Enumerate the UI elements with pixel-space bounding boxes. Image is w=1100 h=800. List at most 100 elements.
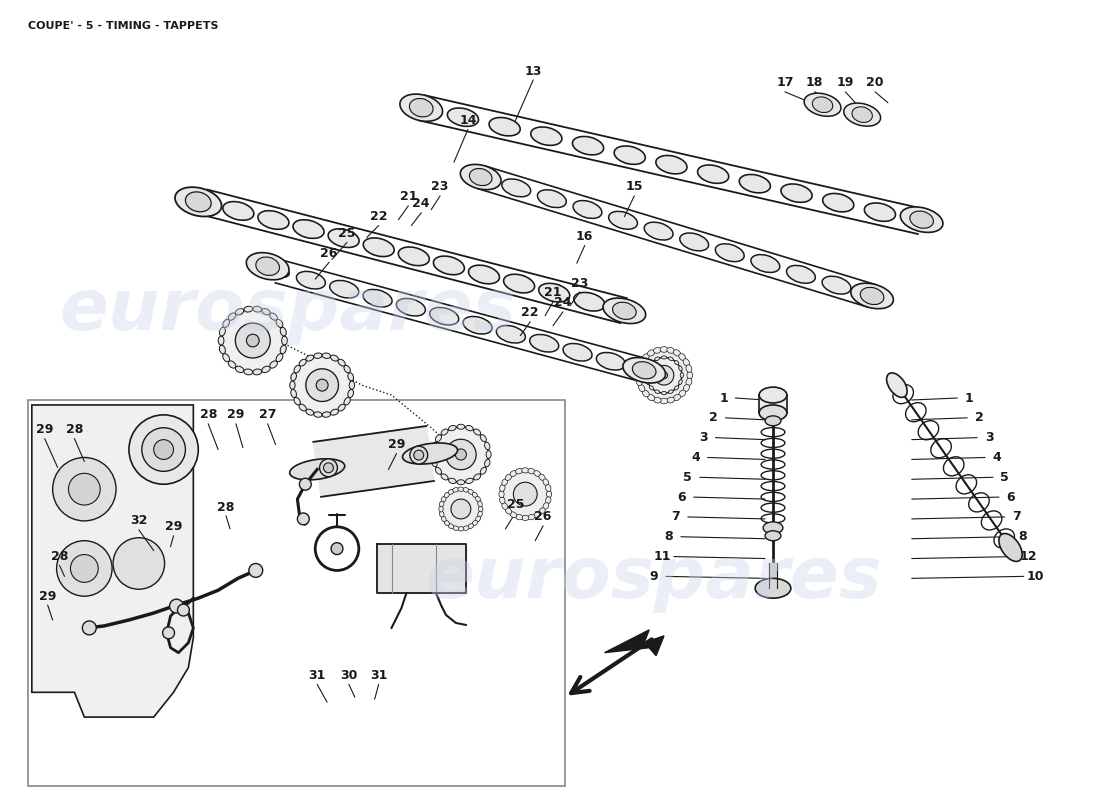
Text: 6: 6 <box>1006 490 1015 504</box>
Ellipse shape <box>463 488 469 492</box>
Circle shape <box>177 604 189 616</box>
Ellipse shape <box>543 479 549 486</box>
Ellipse shape <box>499 490 504 498</box>
Ellipse shape <box>667 347 674 354</box>
Ellipse shape <box>349 381 354 390</box>
Ellipse shape <box>669 357 673 361</box>
Ellipse shape <box>458 487 464 491</box>
Ellipse shape <box>469 265 499 284</box>
Ellipse shape <box>636 371 641 379</box>
Text: 23: 23 <box>571 277 588 290</box>
Ellipse shape <box>235 309 244 315</box>
Ellipse shape <box>222 319 230 327</box>
Text: 26: 26 <box>535 510 552 523</box>
Ellipse shape <box>680 373 683 378</box>
Ellipse shape <box>477 511 482 517</box>
Ellipse shape <box>276 319 283 327</box>
Text: 31: 31 <box>308 669 326 682</box>
Ellipse shape <box>686 365 692 372</box>
Text: 17: 17 <box>777 77 793 90</box>
Ellipse shape <box>539 283 570 302</box>
Ellipse shape <box>322 412 330 418</box>
Ellipse shape <box>623 358 666 383</box>
Ellipse shape <box>439 506 443 512</box>
Ellipse shape <box>865 203 895 222</box>
Bar <box>28 400 565 786</box>
Ellipse shape <box>453 488 459 492</box>
Ellipse shape <box>266 265 289 278</box>
Ellipse shape <box>660 346 668 352</box>
Ellipse shape <box>474 429 481 435</box>
Ellipse shape <box>338 404 345 411</box>
Ellipse shape <box>256 257 279 275</box>
Ellipse shape <box>679 366 682 370</box>
Ellipse shape <box>289 459 344 480</box>
Ellipse shape <box>653 347 661 354</box>
Ellipse shape <box>574 293 605 311</box>
Text: 29: 29 <box>388 438 405 451</box>
Ellipse shape <box>296 271 326 289</box>
Text: 21: 21 <box>399 190 417 203</box>
Ellipse shape <box>850 283 893 309</box>
Ellipse shape <box>290 390 297 398</box>
Text: 29: 29 <box>39 590 56 602</box>
Text: 11: 11 <box>653 550 671 563</box>
Ellipse shape <box>400 94 442 122</box>
Ellipse shape <box>430 307 459 325</box>
Ellipse shape <box>673 394 681 401</box>
Ellipse shape <box>686 378 692 386</box>
Circle shape <box>221 309 285 372</box>
Ellipse shape <box>463 526 469 530</box>
Ellipse shape <box>608 211 637 230</box>
Ellipse shape <box>322 353 330 358</box>
Ellipse shape <box>673 350 681 356</box>
Text: 12: 12 <box>1020 550 1037 563</box>
Ellipse shape <box>477 501 482 506</box>
Ellipse shape <box>683 358 690 366</box>
Polygon shape <box>376 544 465 594</box>
Text: 25: 25 <box>507 498 524 510</box>
Ellipse shape <box>613 302 636 319</box>
Ellipse shape <box>293 220 324 238</box>
Ellipse shape <box>490 118 520 136</box>
Ellipse shape <box>458 526 464 531</box>
Ellipse shape <box>504 274 535 293</box>
Ellipse shape <box>844 103 881 126</box>
Ellipse shape <box>470 170 492 183</box>
Ellipse shape <box>496 326 526 343</box>
Ellipse shape <box>756 578 791 598</box>
Ellipse shape <box>294 366 300 373</box>
Ellipse shape <box>786 266 815 283</box>
Circle shape <box>293 355 352 415</box>
Ellipse shape <box>543 502 549 510</box>
Polygon shape <box>605 630 664 656</box>
Circle shape <box>113 538 165 590</box>
Circle shape <box>638 350 690 401</box>
Text: 29: 29 <box>36 423 54 436</box>
Text: 2: 2 <box>975 411 983 424</box>
Circle shape <box>56 541 112 596</box>
Ellipse shape <box>639 385 645 392</box>
Ellipse shape <box>614 146 646 164</box>
Ellipse shape <box>649 361 653 365</box>
Ellipse shape <box>531 127 562 146</box>
Ellipse shape <box>521 468 529 473</box>
Circle shape <box>455 449 466 460</box>
Text: eurospares: eurospares <box>426 544 882 613</box>
Ellipse shape <box>444 521 450 526</box>
Ellipse shape <box>468 524 474 529</box>
Ellipse shape <box>453 526 459 530</box>
Ellipse shape <box>653 397 661 403</box>
Text: 7: 7 <box>671 510 680 523</box>
Polygon shape <box>759 395 786 413</box>
Ellipse shape <box>763 522 783 534</box>
Ellipse shape <box>510 470 517 477</box>
Ellipse shape <box>432 442 437 450</box>
Ellipse shape <box>186 192 211 212</box>
Text: 24: 24 <box>554 296 572 310</box>
Circle shape <box>235 323 271 358</box>
Ellipse shape <box>900 207 943 233</box>
Ellipse shape <box>596 353 626 370</box>
Ellipse shape <box>674 361 679 365</box>
Circle shape <box>297 513 309 525</box>
